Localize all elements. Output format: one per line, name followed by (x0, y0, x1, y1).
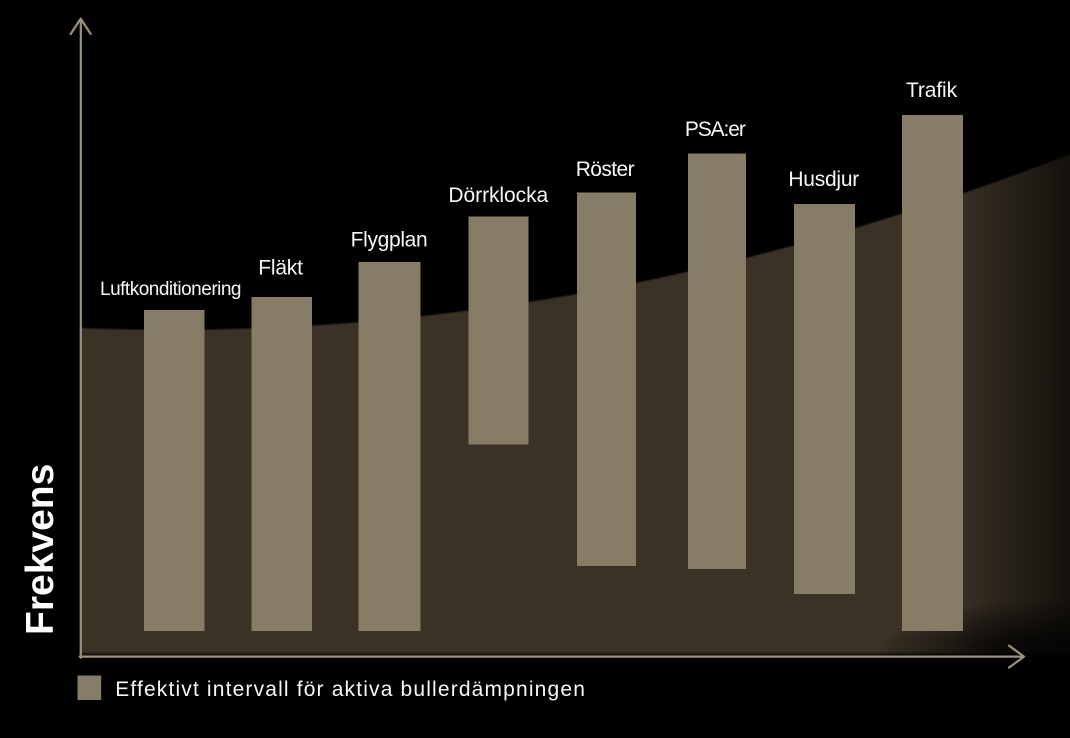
svg-text:Frekvens: Frekvens (19, 464, 62, 635)
svg-text:Dörrklocka: Dörrklocka (448, 184, 548, 207)
svg-text:Flygplan: Flygplan (351, 229, 428, 252)
svg-text:Effektivt intervall för aktiva: Effektivt intervall för aktiva bullerdäm… (115, 678, 586, 701)
svg-text:Fläkt: Fläkt (258, 257, 303, 280)
svg-text:Luftkonditionering: Luftkonditionering (100, 279, 241, 300)
svg-text:Röster: Röster (576, 158, 635, 181)
svg-text:PSA:er: PSA:er (685, 118, 746, 141)
svg-text:Husdjur: Husdjur (788, 168, 859, 191)
svg-text:Trafik: Trafik (906, 79, 958, 102)
